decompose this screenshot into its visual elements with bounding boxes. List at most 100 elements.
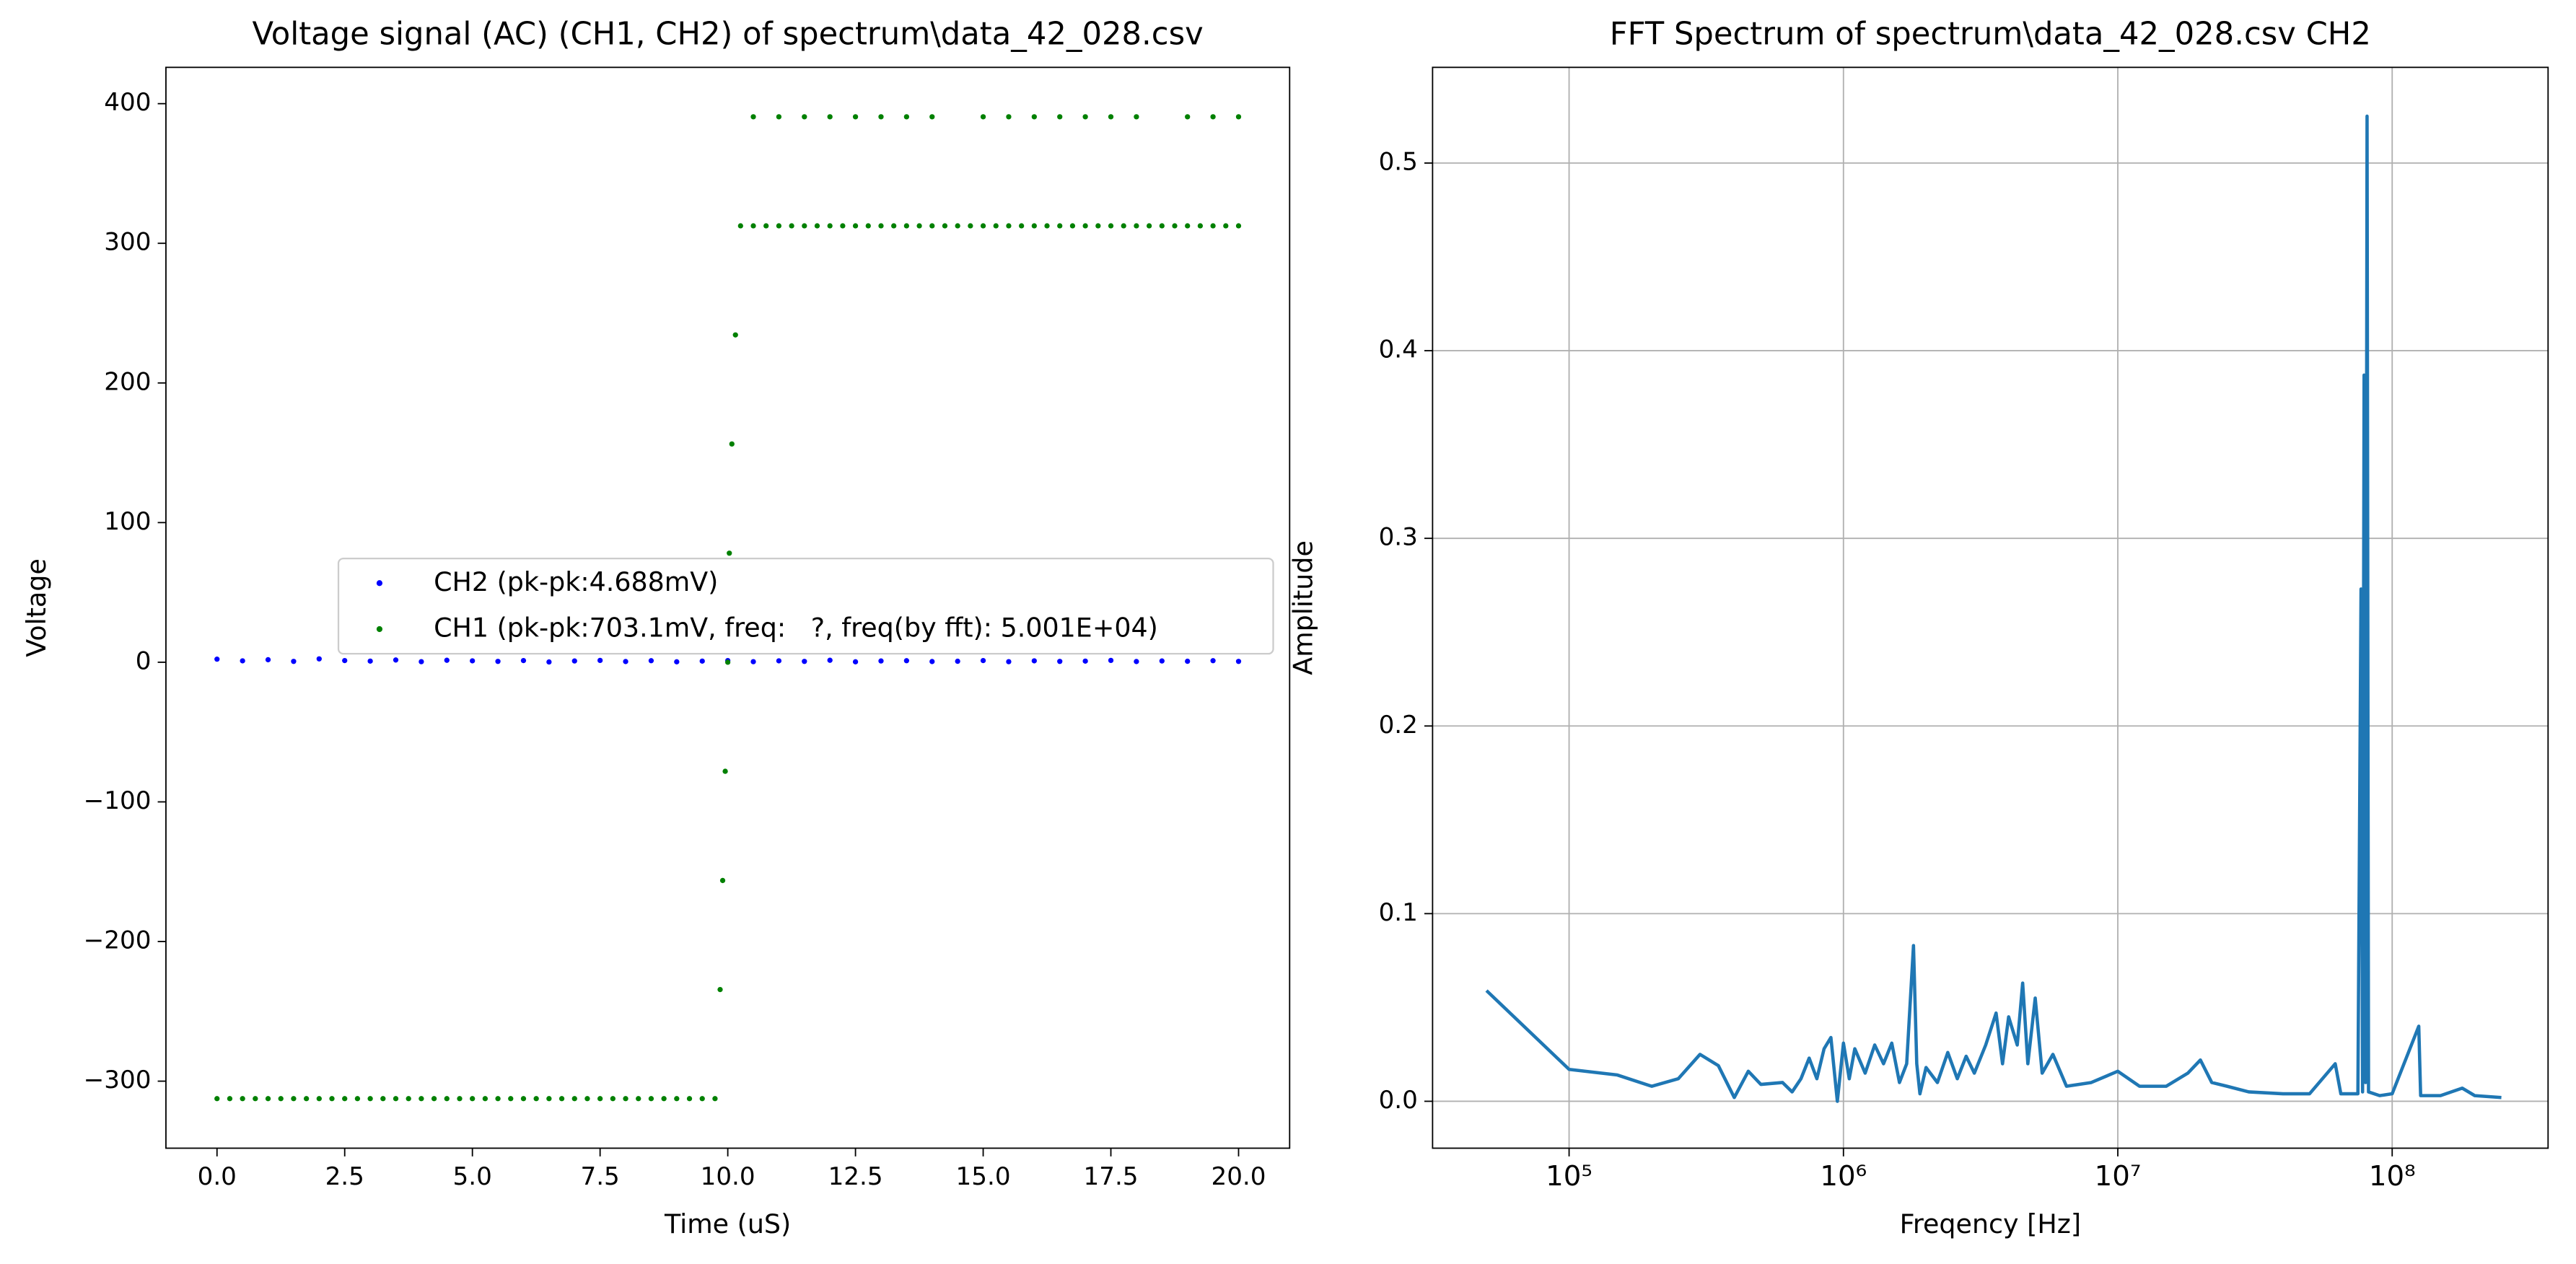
point (968, 223, 973, 229)
point (891, 223, 897, 229)
legend-text: CH1 (pk-pk:703.1mV, freq: ?, freq(by fft… (434, 613, 1158, 644)
point (291, 1096, 297, 1102)
point (1069, 223, 1076, 229)
point (674, 1096, 680, 1102)
point (278, 1096, 284, 1102)
x-tick-label: 12.5 (828, 1162, 883, 1191)
point (903, 114, 910, 120)
point (993, 223, 999, 229)
point (444, 657, 450, 663)
point (722, 768, 728, 774)
x-tick-label: 2.5 (325, 1162, 364, 1191)
line (1485, 114, 2502, 1103)
point (1185, 114, 1191, 120)
chart-title: FFT Spectrum of spectrum\data_42_028.csv… (1610, 17, 2371, 53)
point (1146, 223, 1152, 229)
point (717, 986, 723, 993)
y-axis-label: Amplitude (1287, 540, 1318, 675)
point (763, 223, 769, 229)
y-tick-label: −300 (84, 1066, 152, 1094)
point (1031, 658, 1037, 664)
point (367, 1096, 373, 1102)
point (265, 657, 271, 663)
point (1235, 659, 1242, 664)
y-tick-label: −100 (84, 786, 152, 815)
point (1057, 114, 1063, 120)
point (495, 659, 501, 664)
point (1134, 114, 1139, 120)
point (802, 659, 807, 664)
point (1057, 659, 1063, 664)
point (253, 1096, 258, 1102)
x-tick-label: 10⁷ (2095, 1160, 2142, 1193)
point (1210, 658, 1216, 664)
point (316, 656, 322, 662)
point (878, 658, 884, 664)
point (265, 1096, 271, 1102)
point (444, 1096, 450, 1102)
point (431, 1096, 437, 1102)
y-tick-label: 0 (136, 646, 152, 675)
point (1006, 114, 1012, 120)
point (329, 1096, 335, 1102)
point (240, 658, 245, 664)
y-tick-label: 0.2 (1379, 711, 1418, 739)
point (686, 1096, 693, 1102)
point (558, 1096, 565, 1102)
point (636, 1096, 641, 1102)
point (916, 223, 922, 229)
point (393, 1096, 399, 1102)
point (597, 1096, 603, 1102)
axes: −300 −200 −100 0 100 200 300 400 0.0 2.5 5.0 7.5 10.… (21, 17, 1291, 1239)
point (827, 114, 833, 120)
point (814, 223, 820, 229)
point (737, 223, 743, 229)
point (482, 1096, 489, 1102)
point (1006, 659, 1012, 664)
point (1185, 223, 1191, 229)
point (623, 659, 628, 664)
x-tick-label: 20.0 (1211, 1162, 1266, 1191)
point (878, 223, 884, 229)
plot-frame (1432, 66, 2549, 1149)
point (419, 659, 424, 664)
point (878, 114, 884, 120)
point (980, 114, 986, 120)
x-tick-label: 10.0 (701, 1162, 755, 1191)
axes: 0.0 0.1 0.2 0.3 0.4 0.5 10⁵ 10⁶ 10⁷ 10⁸ FFT Spectr… (1287, 17, 2549, 1239)
point (1082, 114, 1088, 120)
point (980, 657, 986, 664)
point (1235, 114, 1242, 120)
x-axis-label: Freqency [Hz] (1900, 1208, 2081, 1239)
x-axis-label: Time (uS) (664, 1208, 791, 1239)
point (724, 659, 731, 665)
point (827, 657, 833, 663)
point (955, 658, 960, 664)
point (1210, 114, 1216, 120)
point (380, 1096, 386, 1102)
point (1223, 223, 1229, 229)
point (1082, 223, 1088, 229)
point (729, 441, 735, 447)
point (903, 658, 910, 664)
point (457, 1096, 463, 1102)
point (802, 223, 807, 229)
point (776, 114, 782, 120)
point (852, 223, 859, 229)
y-tick-label: 400 (104, 88, 151, 117)
point (316, 1096, 322, 1102)
x-tick-label: 10⁵ (1546, 1160, 1593, 1193)
point (1006, 223, 1012, 229)
point (1159, 223, 1165, 229)
point (648, 658, 654, 664)
point (929, 659, 935, 664)
point (980, 223, 986, 229)
x-tick-label: 0.0 (198, 1162, 237, 1191)
point (571, 1096, 577, 1102)
point (406, 1096, 411, 1102)
point (597, 657, 603, 664)
point (661, 1096, 667, 1102)
chart-title: Voltage signal (AC) (CH1, CH2) of spectr… (253, 17, 1204, 53)
x-tick-label: 15.0 (956, 1162, 1011, 1191)
point (1057, 223, 1063, 229)
